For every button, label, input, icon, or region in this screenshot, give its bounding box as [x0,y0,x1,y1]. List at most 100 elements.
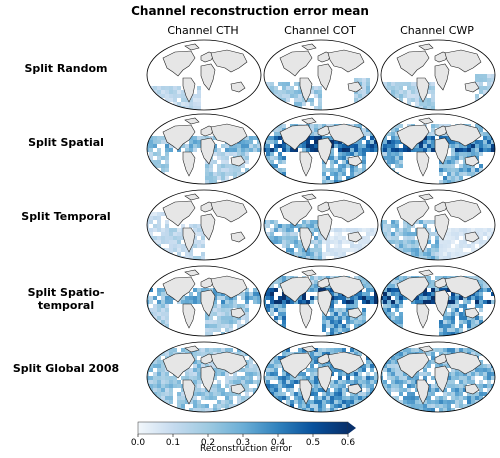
error-cell [189,372,193,376]
error-cell [310,228,314,232]
error-cell [209,168,213,172]
error-cell [322,276,326,280]
error-cell [233,380,237,384]
error-cell [286,244,290,248]
error-cell [294,236,298,240]
error-cell [318,106,322,110]
error-cell [383,172,387,176]
error-cell [274,300,278,304]
error-cell [149,106,153,110]
error-cell [334,316,338,320]
error-cell [237,400,241,404]
error-cell [475,392,479,396]
error-cell [427,220,431,224]
error-cell [342,168,346,172]
error-cell [383,280,387,284]
error-cell [338,152,342,156]
error-cell [334,324,338,328]
error-cell [310,220,314,224]
error-cell [362,328,366,332]
error-cell [350,152,354,156]
error-cell [310,296,314,300]
error-cell [266,244,270,248]
error-cell [471,400,475,404]
error-cell [318,248,322,252]
error-cell [403,256,407,260]
error-cell [282,376,286,380]
error-cell [391,248,395,252]
error-cell [447,244,451,248]
error-cell [491,106,495,110]
error-cell [338,248,342,252]
error-cell [169,384,173,388]
error-cell [370,232,374,236]
error-cell [173,248,177,252]
error-cell [391,140,395,144]
error-cell [370,352,374,356]
error-cell [391,400,395,404]
error-cell [253,136,257,140]
error-cell [427,136,431,140]
error-cell [286,384,290,388]
error-cell [423,296,427,300]
error-cell [310,102,314,106]
error-cell [443,408,447,412]
error-cell [197,368,201,372]
error-cell [483,78,487,82]
error-cell [459,388,463,392]
error-cell [330,240,334,244]
error-cell [193,106,197,110]
error-cell [185,296,189,300]
error-cell [407,232,411,236]
error-cell [302,248,306,252]
error-cell [264,316,266,320]
error-cell [403,400,407,404]
error-cell [391,280,395,284]
error-cell [391,240,395,244]
error-cell [282,144,286,148]
error-cell [197,244,201,248]
error-cell [241,316,245,320]
error-cell [350,304,354,308]
error-cell [322,404,326,408]
error-cell [189,256,193,260]
error-cell [201,232,205,236]
error-cell [266,168,270,172]
map-border [146,265,262,337]
error-cell [264,332,266,336]
error-cell [274,328,278,332]
error-cell [451,384,455,388]
error-cell [161,336,165,338]
error-cell [403,236,407,240]
error-cell [270,160,274,164]
error-cell [451,156,455,160]
error-cell [157,324,161,328]
error-cell [370,376,374,380]
error-cell [153,308,157,312]
error-cell [403,232,407,236]
continent-outline [200,213,216,241]
error-cell [479,132,483,136]
error-cell [427,132,431,136]
error-cell [387,144,391,148]
error-cell [165,94,169,98]
error-cell [455,160,459,164]
error-cell [266,260,270,262]
error-cell [423,144,427,148]
error-cell [153,380,157,384]
error-cell [310,260,314,262]
error-cell [431,300,435,304]
error-cell [157,312,161,316]
error-cell [362,316,366,320]
error-cell [278,280,282,284]
error-cell [314,368,318,372]
error-cell [374,256,378,260]
continent-outline [210,351,248,375]
map-panel [262,264,380,338]
error-cell [153,252,157,256]
error-cell [298,296,302,300]
error-cell [314,404,318,408]
error-cell [407,98,411,102]
error-cell [161,136,165,140]
error-cell [147,324,149,328]
